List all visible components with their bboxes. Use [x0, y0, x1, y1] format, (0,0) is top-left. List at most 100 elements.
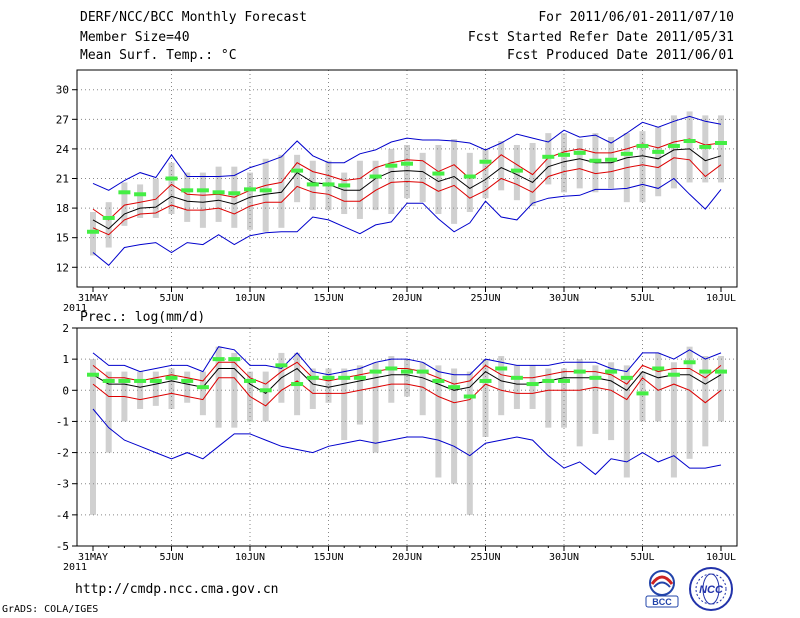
prec-range-bar — [215, 346, 222, 428]
footer-url[interactable]: http://cmdp.ncc.cma.gov.cn — [75, 582, 279, 597]
prec-observed-point — [353, 375, 366, 380]
prec-xtick-label: 10JUL — [706, 552, 736, 563]
fcst-started-date: Fcst Started Refer Date 2011/05/31 — [467, 30, 734, 45]
prec-range-bar — [623, 365, 630, 478]
prec-observed-point — [558, 378, 570, 383]
temp-range-bar — [686, 111, 693, 183]
temp-observed-point — [259, 188, 272, 193]
prec-ytick-label: -2 — [56, 447, 69, 460]
temp-xtick-label: 2011 — [63, 303, 87, 314]
prec-xtick-label: 20JUN — [392, 552, 422, 563]
temp-xtick-label: 10JUL — [706, 293, 736, 304]
temp-observed-point — [573, 150, 586, 155]
temp-observed-point — [369, 174, 382, 179]
prec-range-bar — [702, 356, 709, 447]
temp-range-bar — [670, 115, 677, 189]
prec-range-bar — [435, 365, 442, 478]
prec-observed-point — [259, 388, 272, 393]
temp-xtick-label: 20JUN — [392, 293, 422, 304]
temp-ytick-label: 27 — [56, 113, 69, 126]
temp-observed-point — [605, 157, 618, 162]
prec-range-bar — [90, 359, 96, 515]
temp-observed-point — [652, 149, 665, 154]
temp-range-bar — [498, 141, 505, 191]
temp-observed-point — [667, 143, 680, 148]
prec-xtick-label: 5JUL — [630, 552, 654, 563]
temp-ytick-label: 24 — [56, 143, 70, 156]
temp-observed-point — [196, 188, 209, 193]
temp-range-bar — [247, 172, 253, 230]
temp-observed-point — [558, 152, 570, 157]
temp-range-bar — [121, 182, 128, 226]
temp-observed-point — [181, 188, 194, 193]
temp-observed-point — [542, 154, 555, 159]
prec-xtick-label: 10JUN — [235, 552, 265, 563]
temp-range-bar — [137, 184, 144, 218]
prec-observed-point — [275, 363, 288, 368]
prec-series-mean-minus-std — [92, 377, 722, 407]
temp-range-bar — [466, 152, 473, 213]
temp-range-bar — [655, 127, 662, 197]
temp-range-bar — [168, 162, 175, 215]
prec-range-bar — [513, 365, 520, 409]
temp-observed-point — [385, 163, 398, 168]
forecast-period: For 2011/06/01-2011/07/10 — [538, 10, 734, 25]
prec-range-bar — [545, 368, 552, 428]
prec-observed-point — [510, 375, 523, 380]
temp-observed-point — [87, 229, 99, 234]
prec-observed-point — [244, 378, 256, 383]
bcc-logo-text: BCC — [652, 597, 672, 607]
chart-title: DERF/NCC/BCC Monthly Forecast — [80, 10, 307, 25]
temp-range-bar — [419, 152, 426, 203]
prec-ytick-label: -5 — [56, 540, 69, 553]
grads-credit: GrADS: COLA/IGES — [2, 604, 99, 615]
prec-xtick-label: 31MAY — [78, 552, 108, 563]
prec-observed-point — [322, 375, 335, 380]
prec-observed-point — [385, 366, 398, 371]
temp-observed-point — [401, 161, 413, 166]
prec-range-bar — [498, 356, 505, 416]
prec-range-bar — [262, 371, 269, 422]
temp-ytick-label: 12 — [56, 261, 69, 274]
temp-xtick-label: 15JUN — [313, 293, 343, 304]
prec-observed-point — [102, 378, 115, 383]
prec-observed-point — [228, 357, 241, 362]
temp-series-min — [92, 177, 722, 266]
prec-observed-point — [87, 372, 99, 377]
prec-ytick-label: -1 — [56, 415, 69, 428]
temp-range-bar — [451, 139, 458, 224]
prec-range-bar — [466, 371, 473, 515]
temp-xtick-label: 25JUN — [470, 293, 500, 304]
prec-range-bar — [341, 368, 348, 441]
prec-range-bar — [576, 359, 583, 447]
prec-observed-point — [118, 378, 131, 383]
temp-ytick-label: 30 — [56, 84, 69, 97]
prec-range-bar — [608, 362, 615, 441]
prec-ytick-label: 2 — [62, 322, 69, 335]
temp-observed-point — [118, 190, 131, 195]
prec-xtick-label: 5JUN — [159, 552, 183, 563]
temp-series-mean-minus-std — [92, 157, 722, 236]
prec-xtick-label: 30JUN — [549, 552, 579, 563]
prec-range-bar — [482, 359, 489, 437]
prec-observed-point — [526, 382, 539, 387]
prec-observed-point — [291, 382, 304, 387]
temp-observed-point — [228, 191, 241, 196]
temp-range-bar — [388, 148, 395, 215]
temp-observed-point — [620, 151, 633, 156]
prec-observed-point — [338, 375, 351, 380]
prec-observed-point — [432, 378, 445, 383]
prec-observed-point — [479, 378, 492, 383]
temp-observed-point — [479, 159, 492, 164]
prec-observed-point — [573, 369, 586, 374]
temp-observed-point — [102, 215, 115, 220]
temp-observed-point — [306, 182, 319, 187]
temp-ytick-label: 18 — [56, 202, 69, 215]
temp-observed-point — [244, 187, 256, 192]
prec-ytick-label: 1 — [62, 353, 69, 366]
temp-ytick-label: 15 — [56, 232, 69, 245]
temp-range-bar — [199, 172, 206, 228]
